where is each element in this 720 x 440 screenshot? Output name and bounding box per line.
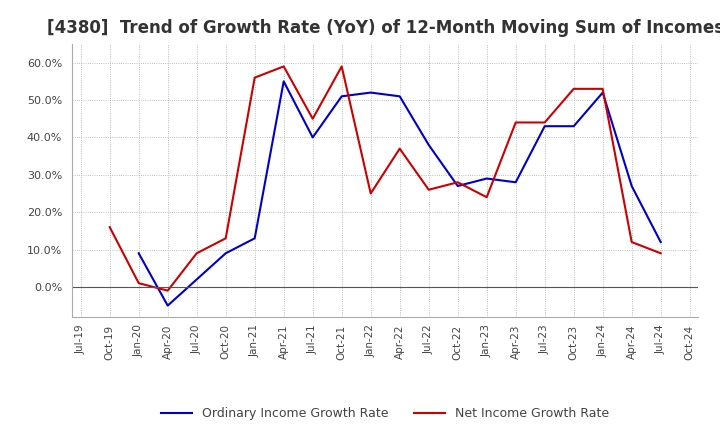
Net Income Growth Rate	[511, 120, 520, 125]
Line: Net Income Growth Rate: Net Income Growth Rate	[109, 66, 661, 291]
Line: Ordinary Income Growth Rate: Ordinary Income Growth Rate	[139, 81, 661, 306]
Ordinary Income Growth Rate	[366, 90, 375, 95]
Ordinary Income Growth Rate	[221, 251, 230, 256]
Ordinary Income Growth Rate	[192, 277, 201, 282]
Net Income Growth Rate	[366, 191, 375, 196]
Ordinary Income Growth Rate	[251, 236, 259, 241]
Net Income Growth Rate	[163, 288, 172, 293]
Ordinary Income Growth Rate	[163, 303, 172, 308]
Net Income Growth Rate	[454, 180, 462, 185]
Net Income Growth Rate	[570, 86, 578, 92]
Net Income Growth Rate	[135, 281, 143, 286]
Net Income Growth Rate	[395, 146, 404, 151]
Legend: Ordinary Income Growth Rate, Net Income Growth Rate: Ordinary Income Growth Rate, Net Income …	[156, 402, 614, 425]
Ordinary Income Growth Rate	[657, 239, 665, 245]
Ordinary Income Growth Rate	[511, 180, 520, 185]
Net Income Growth Rate	[338, 64, 346, 69]
Net Income Growth Rate	[627, 239, 636, 245]
Ordinary Income Growth Rate	[308, 135, 317, 140]
Title: [4380]  Trend of Growth Rate (YoY) of 12-Month Moving Sum of Incomes: [4380] Trend of Growth Rate (YoY) of 12-…	[47, 19, 720, 37]
Net Income Growth Rate	[308, 116, 317, 121]
Ordinary Income Growth Rate	[454, 183, 462, 189]
Ordinary Income Growth Rate	[570, 124, 578, 129]
Ordinary Income Growth Rate	[424, 142, 433, 147]
Ordinary Income Growth Rate	[482, 176, 491, 181]
Ordinary Income Growth Rate	[279, 79, 288, 84]
Ordinary Income Growth Rate	[395, 94, 404, 99]
Ordinary Income Growth Rate	[135, 251, 143, 256]
Net Income Growth Rate	[105, 224, 114, 230]
Net Income Growth Rate	[541, 120, 549, 125]
Net Income Growth Rate	[251, 75, 259, 80]
Net Income Growth Rate	[657, 251, 665, 256]
Net Income Growth Rate	[192, 251, 201, 256]
Net Income Growth Rate	[598, 86, 607, 92]
Net Income Growth Rate	[424, 187, 433, 192]
Ordinary Income Growth Rate	[627, 183, 636, 189]
Ordinary Income Growth Rate	[338, 94, 346, 99]
Net Income Growth Rate	[482, 194, 491, 200]
Net Income Growth Rate	[279, 64, 288, 69]
Ordinary Income Growth Rate	[598, 90, 607, 95]
Net Income Growth Rate	[221, 236, 230, 241]
Ordinary Income Growth Rate	[541, 124, 549, 129]
